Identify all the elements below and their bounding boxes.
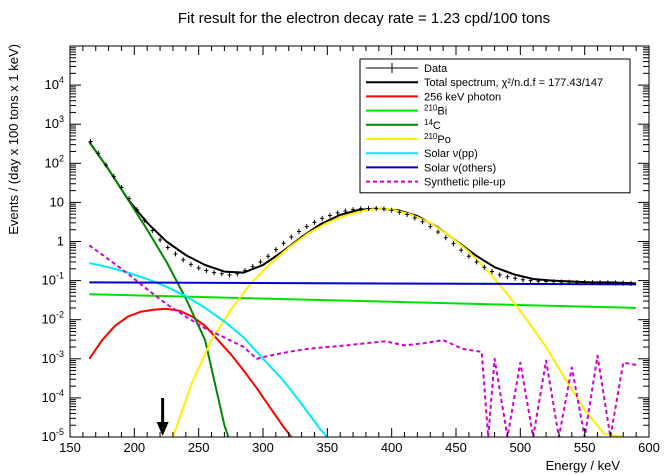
x-tick-label: 550: [574, 440, 596, 455]
y-tick-label: 104: [45, 75, 64, 92]
y-tick-label: 10-2: [42, 310, 64, 327]
x-tick-label: 150: [59, 440, 81, 455]
legend-entry-bi: 210Bi: [424, 104, 447, 118]
series-line-bi: [89, 293, 637, 309]
x-tick-label: 300: [252, 440, 274, 455]
y-axis-label: Events / (day x 100 tons x 1 keV): [6, 44, 21, 235]
series-line-solar-pp-: [89, 262, 329, 437]
legend-entry-pileup: Synthetic pile-up: [424, 177, 505, 189]
legend-entry-pp: Solar ν(pp): [424, 148, 478, 160]
x-tick-label: 400: [381, 440, 403, 455]
x-tick-label: 350: [316, 440, 338, 455]
legend-entry-data: Data: [424, 63, 448, 75]
legend-entry-photon: 256 keV photon: [424, 91, 501, 103]
legend: Data Total spectrum, χ²/n.d.f = 177.43/14…: [359, 58, 631, 194]
series-line-total-spectrum: [88, 141, 637, 285]
curves: [88, 139, 637, 437]
x-axis-label: Energy / keV: [546, 458, 621, 473]
chart-title: Fit result for the electron decay rate =…: [178, 10, 550, 27]
series-line-synthetic-pile-up: [88, 244, 637, 437]
y-tick-label: 102: [45, 153, 64, 170]
legend-entry-c: 14C: [424, 118, 441, 132]
legend-entry-others: Solar ν(others): [424, 162, 496, 174]
series-line-c: [88, 141, 230, 437]
series-line-po: [171, 207, 624, 437]
y-tick-label: 1: [57, 234, 64, 249]
series-line-solar-others-: [89, 281, 637, 286]
axes: 150 200 250 300 350 400 450 500 550 600 10-5 10-4 10…: [42, 45, 660, 455]
y-tick-label: 10-3: [42, 349, 64, 366]
series-line-256-kev-photon: [88, 307, 293, 437]
x-tick-label: 450: [445, 440, 467, 455]
x-tick-label: 600: [638, 440, 660, 455]
y-tick-label: 10-4: [42, 388, 64, 405]
y-tick-label: 10-5: [42, 427, 64, 444]
legend-entry-po: 210Po: [424, 132, 451, 146]
x-tick-label: 200: [123, 440, 145, 455]
legend-entry-total: Total spectrum, χ²/n.d.f = 177.43/147: [424, 77, 603, 89]
x-tick-label: 500: [509, 440, 531, 455]
y-tick-label: 10: [50, 194, 64, 209]
y-tick-label: 103: [45, 114, 64, 131]
y-tick-label: 10-1: [42, 271, 64, 288]
x-tick-label: 250: [188, 440, 210, 455]
plot-area: [88, 139, 637, 437]
arrow-marker-icon: [156, 422, 169, 436]
